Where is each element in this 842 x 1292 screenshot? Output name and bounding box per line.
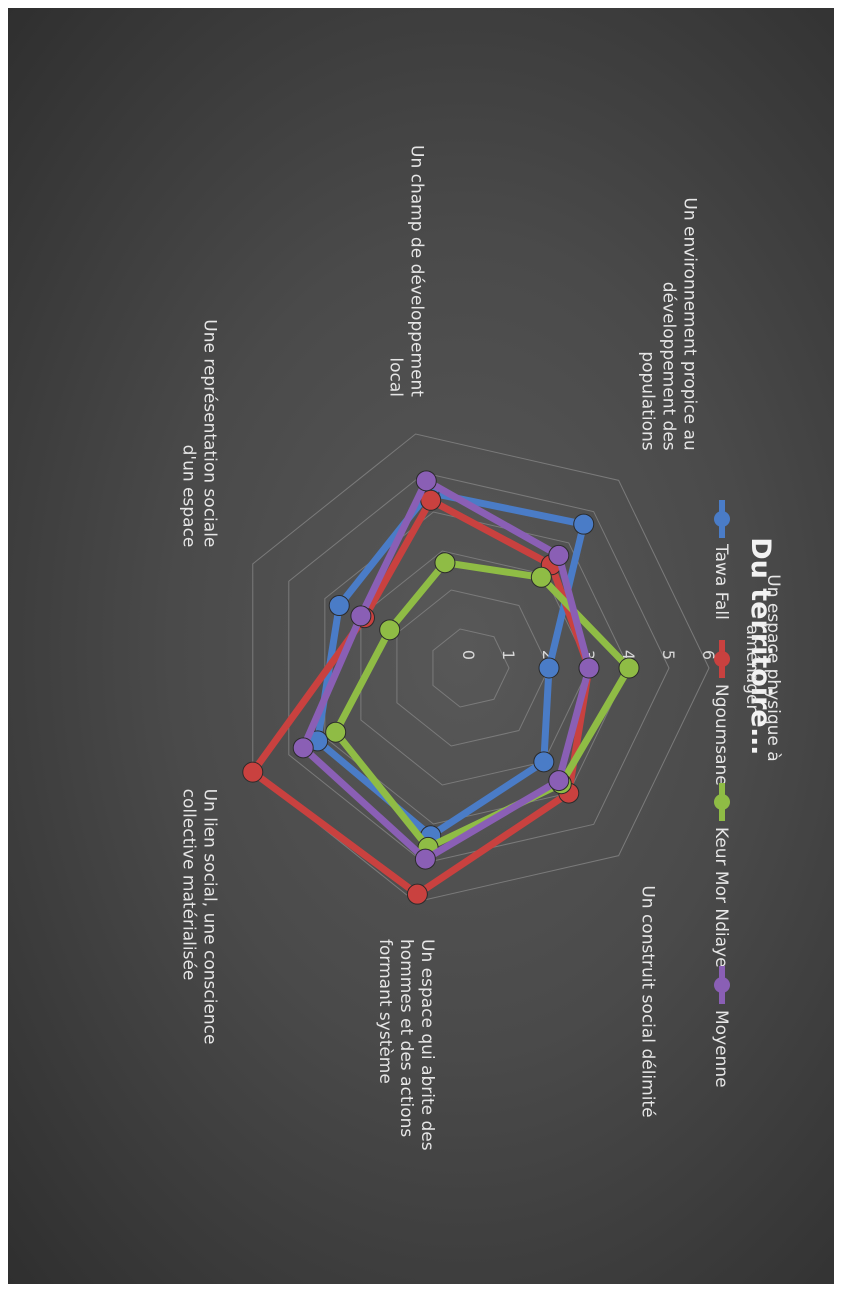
- tick-label: 1: [499, 650, 518, 660]
- grid-ring: [288, 472, 670, 864]
- category-label: Un espace qui abrite deshommes et des ac…: [375, 939, 437, 1151]
- tick-label: 5: [659, 650, 678, 660]
- category-label: Un lien social, une consciencecollective…: [179, 789, 220, 1045]
- data-point: [379, 619, 401, 641]
- series-3: [292, 470, 600, 870]
- grid-ring: [396, 589, 550, 747]
- series-line: [299, 477, 593, 863]
- grid-ring: [432, 628, 510, 708]
- data-point: [533, 751, 555, 773]
- chart-frame: Du territoire… Tawa Fall Ngoumsane Keur Mo…: [8, 8, 834, 1284]
- data-point: [292, 737, 314, 759]
- legend-label: Ngoumsane: [711, 684, 731, 786]
- radar-grid: [252, 433, 710, 903]
- tick-label: 6: [699, 650, 718, 660]
- data-point: [578, 657, 600, 679]
- data-point: [548, 544, 570, 566]
- data-point: [350, 605, 372, 627]
- category-label: Un construit social délimité: [637, 885, 657, 1117]
- legend-item: Keur Mor Ndiaye: [711, 783, 731, 968]
- data-point: [325, 721, 347, 743]
- series-line: [249, 496, 593, 898]
- data-point: [414, 848, 436, 870]
- data-point: [548, 770, 570, 792]
- legend-marker: [714, 794, 730, 810]
- legend-item: Tawa Fall: [711, 500, 731, 620]
- legend-item: Moyenne: [711, 966, 731, 1088]
- grid-ring: [252, 433, 710, 903]
- category-label: Un champ de développementlocal: [386, 145, 427, 397]
- data-point: [406, 883, 428, 905]
- tick-label: 2: [539, 650, 558, 660]
- category-label: Un espace physique àaménager: [742, 574, 783, 761]
- legend-marker: [714, 511, 730, 527]
- series-layer: [242, 470, 640, 905]
- data-point: [242, 761, 264, 783]
- data-point: [538, 657, 560, 679]
- legend-marker: [714, 977, 730, 993]
- category-label: Un environnement propice audéveloppement…: [637, 197, 699, 450]
- legend-label: Tawa Fall: [711, 543, 731, 620]
- data-point: [328, 595, 350, 617]
- category-label: Une représentation socialed'un espace: [179, 319, 220, 547]
- legend-label: Keur Mor Ndiaye: [711, 827, 731, 968]
- tick-label: 4: [619, 650, 638, 660]
- radar-chart: Du territoire… Tawa Fall Ngoumsane Keur Mo…: [179, 145, 783, 1151]
- data-point: [618, 657, 640, 679]
- data-point: [415, 470, 437, 492]
- chart-title: Du territoire…: [745, 537, 776, 754]
- legend: Tawa Fall Ngoumsane Keur Mor Ndiaye Moyenne: [711, 500, 731, 1088]
- grid-ring: [360, 550, 590, 786]
- category-labels: Un espace physique àaménager Un construit…: [179, 145, 783, 1151]
- tick-label: 0: [459, 650, 478, 660]
- legend-label: Moyenne: [711, 1010, 731, 1088]
- data-point: [530, 566, 552, 588]
- legend-marker: [714, 651, 730, 667]
- data-point: [434, 552, 456, 574]
- data-point: [573, 513, 595, 535]
- legend-item: Ngoumsane: [711, 640, 731, 786]
